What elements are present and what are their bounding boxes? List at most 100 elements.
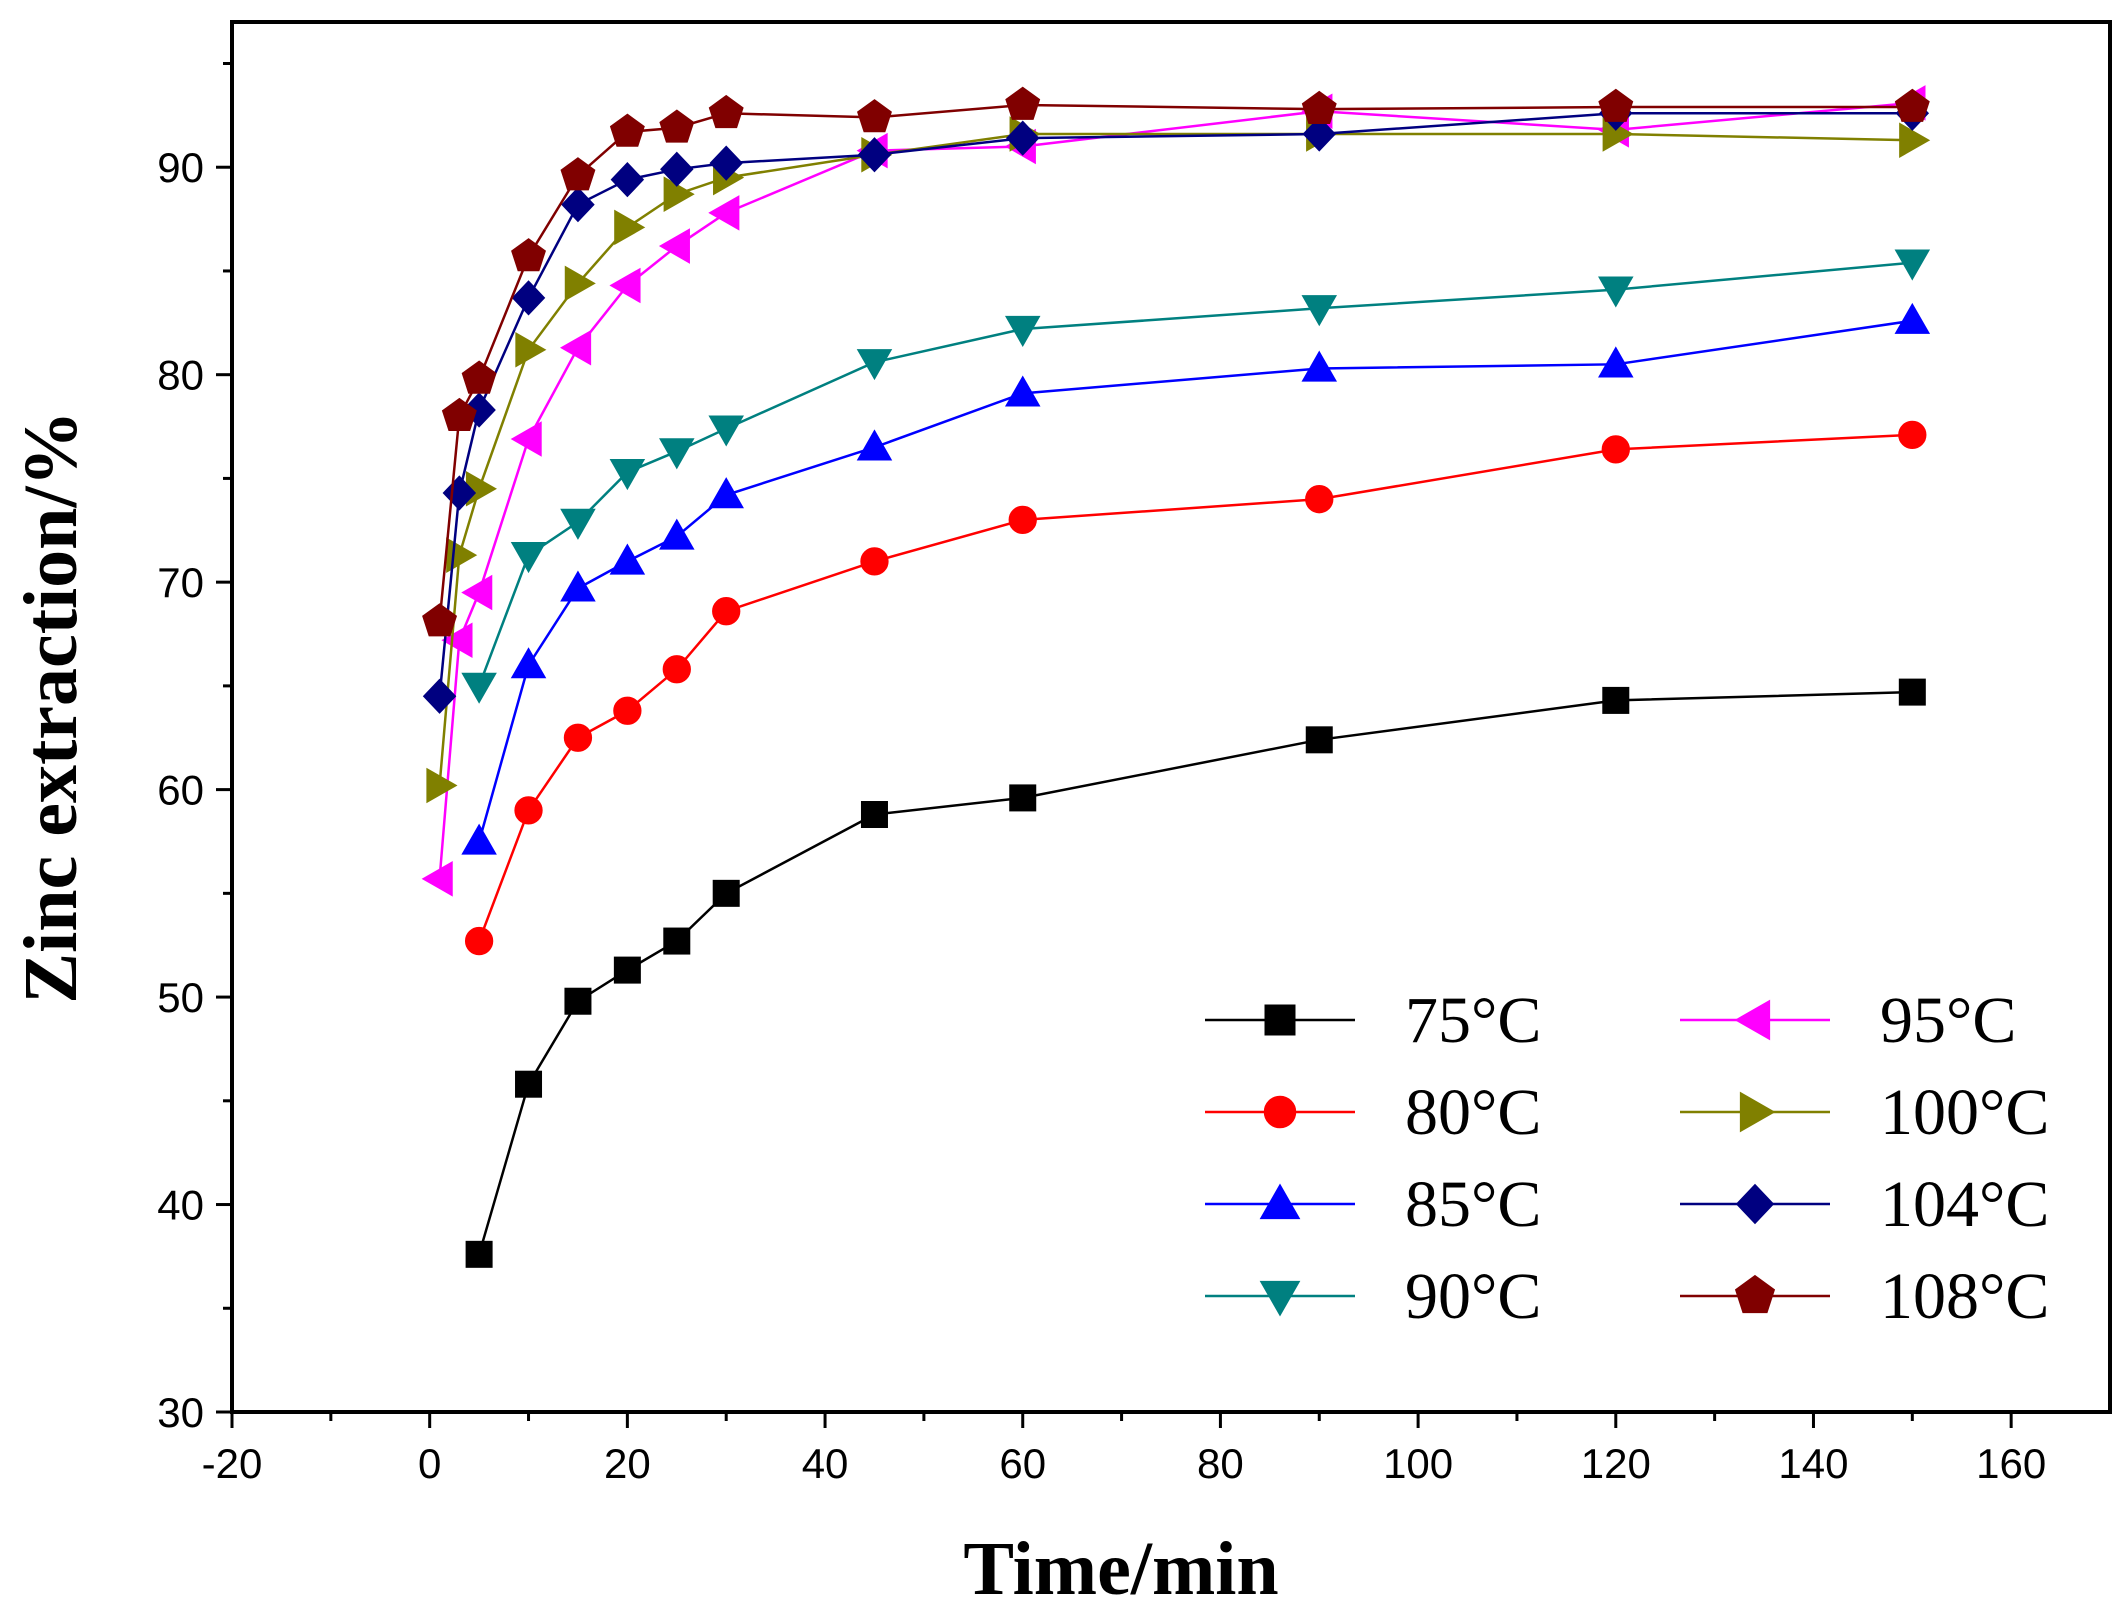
data-point <box>1305 726 1333 754</box>
data-point <box>712 879 740 907</box>
data-point <box>1598 346 1634 378</box>
data-point <box>857 137 892 173</box>
series-80°C <box>464 420 1927 956</box>
data-point <box>663 927 691 955</box>
data-point <box>1302 116 1337 152</box>
data-point <box>1005 86 1041 120</box>
data-point <box>663 176 695 212</box>
data-point <box>421 861 453 897</box>
x-tick-label: 140 <box>1778 1440 1848 1487</box>
data-point <box>610 162 645 198</box>
data-point <box>708 415 744 447</box>
data-point <box>461 360 497 394</box>
data-point <box>708 94 744 129</box>
data-point <box>1004 375 1041 407</box>
data-point <box>1005 120 1040 156</box>
data-point <box>609 459 646 491</box>
y-tick-label: 30 <box>157 1389 204 1436</box>
data-point <box>561 186 595 223</box>
data-point <box>560 329 592 366</box>
data-point <box>609 267 641 304</box>
legend-marker <box>1259 1280 1301 1317</box>
data-point <box>659 518 695 550</box>
legend-marker <box>1263 1095 1297 1129</box>
legend-marker <box>1264 1004 1296 1036</box>
series-layer <box>421 85 1931 1268</box>
data-point <box>1598 276 1634 308</box>
data-point <box>708 195 740 231</box>
legend-item: 80°C <box>1205 1076 1541 1149</box>
legend-label: 75°C <box>1405 984 1541 1057</box>
legend-marker <box>1734 1274 1776 1314</box>
data-point <box>856 349 893 381</box>
x-tick-label: 100 <box>1383 1440 1453 1487</box>
data-point <box>1899 122 1931 159</box>
y-tick-label: 80 <box>157 352 204 399</box>
data-point <box>422 678 457 714</box>
data-point <box>510 421 542 457</box>
data-point <box>510 542 547 574</box>
data-point <box>514 796 543 825</box>
legend-label: 100°C <box>1880 1076 2049 1149</box>
x-tick-label: 160 <box>1976 1440 2046 1487</box>
data-point <box>856 429 893 461</box>
data-point <box>515 1070 543 1098</box>
data-point <box>860 547 889 576</box>
axes-layer: -20 0 20 40 60 80 100 120 140 160 30 40 50 60 70 80 90 <box>157 20 2112 1487</box>
data-point <box>609 543 646 575</box>
data-point <box>712 597 741 626</box>
data-point <box>1602 686 1630 714</box>
data-point <box>461 574 493 611</box>
data-point <box>1894 249 1931 281</box>
data-point <box>609 113 645 147</box>
data-point <box>510 647 547 679</box>
legend-item: 108°C <box>1680 1260 2049 1333</box>
x-tick-label: 20 <box>604 1440 651 1487</box>
data-point <box>461 672 497 704</box>
data-point <box>442 475 477 511</box>
data-point <box>461 823 497 855</box>
y-axis-title: Zinc extraction/% <box>9 410 93 1003</box>
y-tick-label: 50 <box>157 974 204 1021</box>
series-85°C <box>461 302 1931 855</box>
data-point <box>1598 88 1634 122</box>
x-tick-label: 80 <box>1197 1440 1244 1487</box>
series-108°C <box>422 86 1930 637</box>
data-point <box>613 696 642 725</box>
series-90°C <box>461 249 1931 704</box>
x-tick-label: 0 <box>418 1440 441 1487</box>
legend-item: 75°C <box>1205 984 1541 1057</box>
x-tick-label: -20 <box>202 1440 263 1487</box>
legend-marker <box>1259 1183 1301 1220</box>
data-point <box>613 956 641 984</box>
legend-label: 104°C <box>1880 1168 2049 1241</box>
data-point <box>563 723 593 752</box>
y-tick-label: 60 <box>157 767 204 814</box>
plot-frame <box>230 20 2112 1414</box>
data-point <box>464 926 494 956</box>
x-tick-label: 60 <box>999 1440 1046 1487</box>
legend-item: 100°C <box>1680 1076 2049 1149</box>
legend-marker <box>1735 1183 1775 1225</box>
legend-item: 95°C <box>1680 984 2016 1057</box>
y-tick-label: 40 <box>157 1182 204 1229</box>
legend-marker <box>1739 1091 1776 1133</box>
data-point <box>560 508 596 540</box>
data-point <box>1004 315 1041 347</box>
data-point <box>709 145 743 181</box>
data-point <box>560 157 596 191</box>
series-75°C <box>465 678 1926 1268</box>
data-point <box>511 280 546 316</box>
data-point <box>1601 435 1630 464</box>
data-point <box>614 209 646 246</box>
legend-item: 90°C <box>1205 1260 1541 1333</box>
data-point <box>511 238 546 272</box>
data-point <box>708 477 744 509</box>
legend-label: 95°C <box>1880 984 2016 1057</box>
data-point <box>1301 295 1338 327</box>
data-point <box>860 801 888 829</box>
data-point <box>1894 88 1930 122</box>
data-point <box>660 151 694 187</box>
